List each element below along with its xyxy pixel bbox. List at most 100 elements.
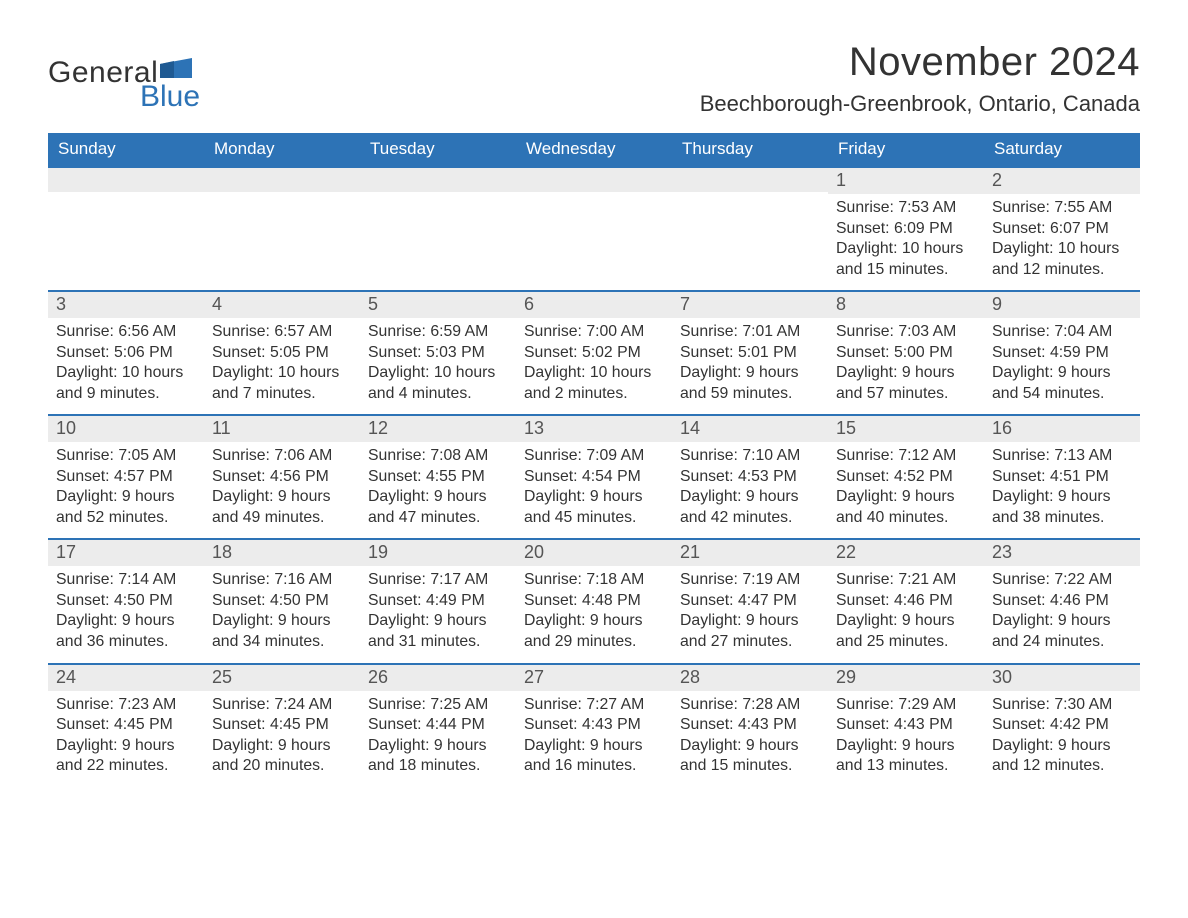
page-header: General Blue November 2024 Beechborough-… — [48, 40, 1140, 117]
day-cell: 12Sunrise: 7:08 AMSunset: 4:55 PMDayligh… — [360, 416, 516, 538]
sunrise-line: Sunrise: 7:30 AM — [992, 695, 1132, 716]
sunrise-line: Sunrise: 6:57 AM — [212, 322, 352, 343]
day-body: Sunrise: 7:53 AMSunset: 6:09 PMDaylight:… — [828, 194, 984, 280]
day-number: 25 — [204, 665, 360, 691]
sunset-line: Sunset: 4:47 PM — [680, 591, 820, 612]
day-cell: 30Sunrise: 7:30 AMSunset: 4:42 PMDayligh… — [984, 665, 1140, 787]
daylight-line: Daylight: 9 hours and 45 minutes. — [524, 487, 664, 528]
sunset-line: Sunset: 4:46 PM — [836, 591, 976, 612]
day-body: Sunrise: 7:27 AMSunset: 4:43 PMDaylight:… — [516, 691, 672, 777]
sunrise-line: Sunrise: 7:00 AM — [524, 322, 664, 343]
day-cell: 20Sunrise: 7:18 AMSunset: 4:48 PMDayligh… — [516, 540, 672, 662]
day-cell: 24Sunrise: 7:23 AMSunset: 4:45 PMDayligh… — [48, 665, 204, 787]
day-number: 9 — [984, 292, 1140, 318]
day-number-empty — [516, 168, 672, 192]
day-number: 17 — [48, 540, 204, 566]
week-row: 10Sunrise: 7:05 AMSunset: 4:57 PMDayligh… — [48, 414, 1140, 538]
day-cell: 23Sunrise: 7:22 AMSunset: 4:46 PMDayligh… — [984, 540, 1140, 662]
day-cell: 14Sunrise: 7:10 AMSunset: 4:53 PMDayligh… — [672, 416, 828, 538]
daylight-line: Daylight: 9 hours and 22 minutes. — [56, 736, 196, 777]
day-number: 20 — [516, 540, 672, 566]
day-body: Sunrise: 7:06 AMSunset: 4:56 PMDaylight:… — [204, 442, 360, 528]
day-cell: 18Sunrise: 7:16 AMSunset: 4:50 PMDayligh… — [204, 540, 360, 662]
week-row: 3Sunrise: 6:56 AMSunset: 5:06 PMDaylight… — [48, 290, 1140, 414]
sunset-line: Sunset: 4:42 PM — [992, 715, 1132, 736]
day-cell: 10Sunrise: 7:05 AMSunset: 4:57 PMDayligh… — [48, 416, 204, 538]
sunrise-line: Sunrise: 7:01 AM — [680, 322, 820, 343]
daylight-line: Daylight: 9 hours and 27 minutes. — [680, 611, 820, 652]
day-number: 3 — [48, 292, 204, 318]
day-number-empty — [360, 168, 516, 192]
daylight-line: Daylight: 10 hours and 15 minutes. — [836, 239, 976, 280]
daylight-line: Daylight: 9 hours and 18 minutes. — [368, 736, 508, 777]
sunrise-line: Sunrise: 7:17 AM — [368, 570, 508, 591]
daylight-line: Daylight: 9 hours and 42 minutes. — [680, 487, 820, 528]
day-body: Sunrise: 7:05 AMSunset: 4:57 PMDaylight:… — [48, 442, 204, 528]
day-body: Sunrise: 7:30 AMSunset: 4:42 PMDaylight:… — [984, 691, 1140, 777]
daylight-line: Daylight: 10 hours and 12 minutes. — [992, 239, 1132, 280]
weekday-header-cell: Monday — [204, 133, 360, 166]
sunset-line: Sunset: 4:44 PM — [368, 715, 508, 736]
day-cell — [48, 168, 204, 290]
day-number: 10 — [48, 416, 204, 442]
brand-name-part2: Blue — [140, 82, 200, 112]
day-cell — [516, 168, 672, 290]
weekday-header-cell: Tuesday — [360, 133, 516, 166]
day-body: Sunrise: 7:21 AMSunset: 4:46 PMDaylight:… — [828, 566, 984, 652]
sunset-line: Sunset: 4:45 PM — [212, 715, 352, 736]
sunset-line: Sunset: 5:02 PM — [524, 343, 664, 364]
week-row: 17 Sunrise: 7:14 AMSunset: 4:50 PM Dayligh… — [48, 538, 1140, 662]
sunrise-line: Sunrise: 7:28 AM — [680, 695, 820, 716]
day-number-empty — [672, 168, 828, 192]
daylight-line: Daylight: 9 hours and 16 minutes. — [524, 736, 664, 777]
day-cell: 15Sunrise: 7:12 AMSunset: 4:52 PMDayligh… — [828, 416, 984, 538]
sunrise-line: Sunrise: 7:19 AM — [680, 570, 820, 591]
sunset-line: Sunset: 6:07 PM — [992, 219, 1132, 240]
day-cell: 7Sunrise: 7:01 AMSunset: 5:01 PMDaylight… — [672, 292, 828, 414]
calendar-page: General Blue November 2024 Beechborough-… — [0, 0, 1188, 847]
daylight-line: Daylight: 10 hours and 4 minutes. — [368, 363, 508, 404]
day-number: 14 — [672, 416, 828, 442]
day-body: Sunrise: 7:13 AMSunset: 4:51 PMDaylight:… — [984, 442, 1140, 528]
day-body: Sunrise: 6:57 AMSunset: 5:05 PMDaylight:… — [204, 318, 360, 404]
day-cell — [360, 168, 516, 290]
day-body: Sunrise: 6:59 AMSunset: 5:03 PMDaylight:… — [360, 318, 516, 404]
sunrise-line: Sunrise: 7:25 AM — [368, 695, 508, 716]
day-cell: 6Sunrise: 7:00 AMSunset: 5:02 PMDaylight… — [516, 292, 672, 414]
day-number: 5 — [360, 292, 516, 318]
day-body: Sunrise: 7:25 AMSunset: 4:44 PMDaylight:… — [360, 691, 516, 777]
day-cell: 26Sunrise: 7:25 AMSunset: 4:44 PMDayligh… — [360, 665, 516, 787]
sunset-line: Sunset: 4:45 PM — [56, 715, 196, 736]
day-cell: 1Sunrise: 7:53 AMSunset: 6:09 PMDaylight… — [828, 168, 984, 290]
sunrise-line: Sunrise: 7:16 AM — [212, 570, 352, 591]
day-number: 11 — [204, 416, 360, 442]
sunset-line: Sunset: 4:59 PM — [992, 343, 1132, 364]
sunrise-line: Sunrise: 7:14 AM — [56, 570, 196, 591]
day-number: 15 — [828, 416, 984, 442]
sunrise-line: Sunrise: 6:59 AM — [368, 322, 508, 343]
sunrise-line: Sunrise: 7:23 AM — [56, 695, 196, 716]
sunset-line: Sunset: 4:50 PM — [56, 591, 196, 612]
day-number: 6 — [516, 292, 672, 318]
sunset-line: Sunset: 4:56 PM — [212, 467, 352, 488]
sunset-line: Sunset: 4:43 PM — [524, 715, 664, 736]
weekday-header-row: SundayMondayTuesdayWednesdayThursdayFrid… — [48, 133, 1140, 166]
day-number: 28 — [672, 665, 828, 691]
day-body: Sunrise: 6:56 AMSunset: 5:06 PMDaylight:… — [48, 318, 204, 404]
day-number: 2 — [984, 168, 1140, 194]
sunset-line: Sunset: 4:46 PM — [992, 591, 1132, 612]
week-row: 24Sunrise: 7:23 AMSunset: 4:45 PMDayligh… — [48, 663, 1140, 787]
daylight-line: Daylight: 9 hours and 13 minutes. — [836, 736, 976, 777]
day-cell: 3Sunrise: 6:56 AMSunset: 5:06 PMDaylight… — [48, 292, 204, 414]
daylight-line: Daylight: 9 hours and 49 minutes. — [212, 487, 352, 528]
sunset-line: Sunset: 4:48 PM — [524, 591, 664, 612]
sunrise-line: Sunrise: 7:24 AM — [212, 695, 352, 716]
sunrise-line: Sunrise: 7:06 AM — [212, 446, 352, 467]
day-cell: 16Sunrise: 7:13 AMSunset: 4:51 PMDayligh… — [984, 416, 1140, 538]
location-subtitle: Beechborough-Greenbrook, Ontario, Canada — [700, 91, 1140, 117]
day-body: Sunrise: 7:17 AMSunset: 4:49 PMDaylight:… — [360, 566, 516, 652]
daylight-line: Daylight: 9 hours and 12 minutes. — [992, 736, 1132, 777]
sunset-line: Sunset: 4:49 PM — [368, 591, 508, 612]
sunset-line: Sunset: 4:43 PM — [680, 715, 820, 736]
daylight-line: Daylight: 9 hours and 25 minutes. — [836, 611, 976, 652]
